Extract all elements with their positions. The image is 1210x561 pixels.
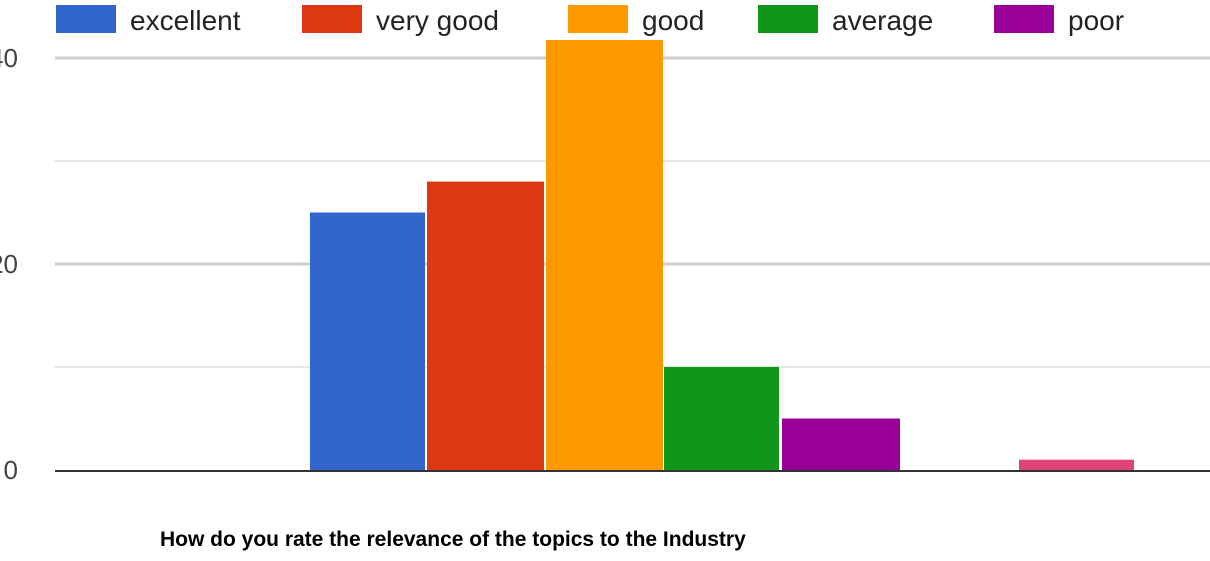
bar-excellent bbox=[310, 212, 425, 470]
legend-label: very good bbox=[376, 5, 499, 36]
bar-very-good bbox=[427, 181, 544, 470]
bars bbox=[310, 40, 1134, 470]
chart-caption: How do you rate the relevance of the top… bbox=[160, 528, 746, 551]
y-tick-label: 40 bbox=[0, 43, 18, 73]
legend-swatch bbox=[994, 5, 1054, 33]
y-tick-label: 20 bbox=[0, 249, 18, 279]
legend-swatch bbox=[568, 5, 628, 33]
legend-label: poor bbox=[1068, 5, 1124, 36]
legend-label: average bbox=[832, 5, 933, 36]
y-axis-ticks: 0 20 40 bbox=[0, 43, 18, 485]
legend-label: excellent bbox=[130, 5, 241, 36]
bar-good bbox=[546, 40, 663, 470]
legend-swatch bbox=[302, 5, 362, 33]
bar-other bbox=[1019, 459, 1134, 470]
legend-swatch bbox=[758, 5, 818, 33]
legend: excellent very good good average poor bbox=[56, 5, 1124, 36]
legend-swatch bbox=[56, 5, 116, 33]
legend-label: good bbox=[642, 5, 704, 36]
bar-average bbox=[664, 367, 779, 470]
bar-poor bbox=[782, 418, 900, 470]
y-tick-label: 0 bbox=[4, 455, 18, 485]
